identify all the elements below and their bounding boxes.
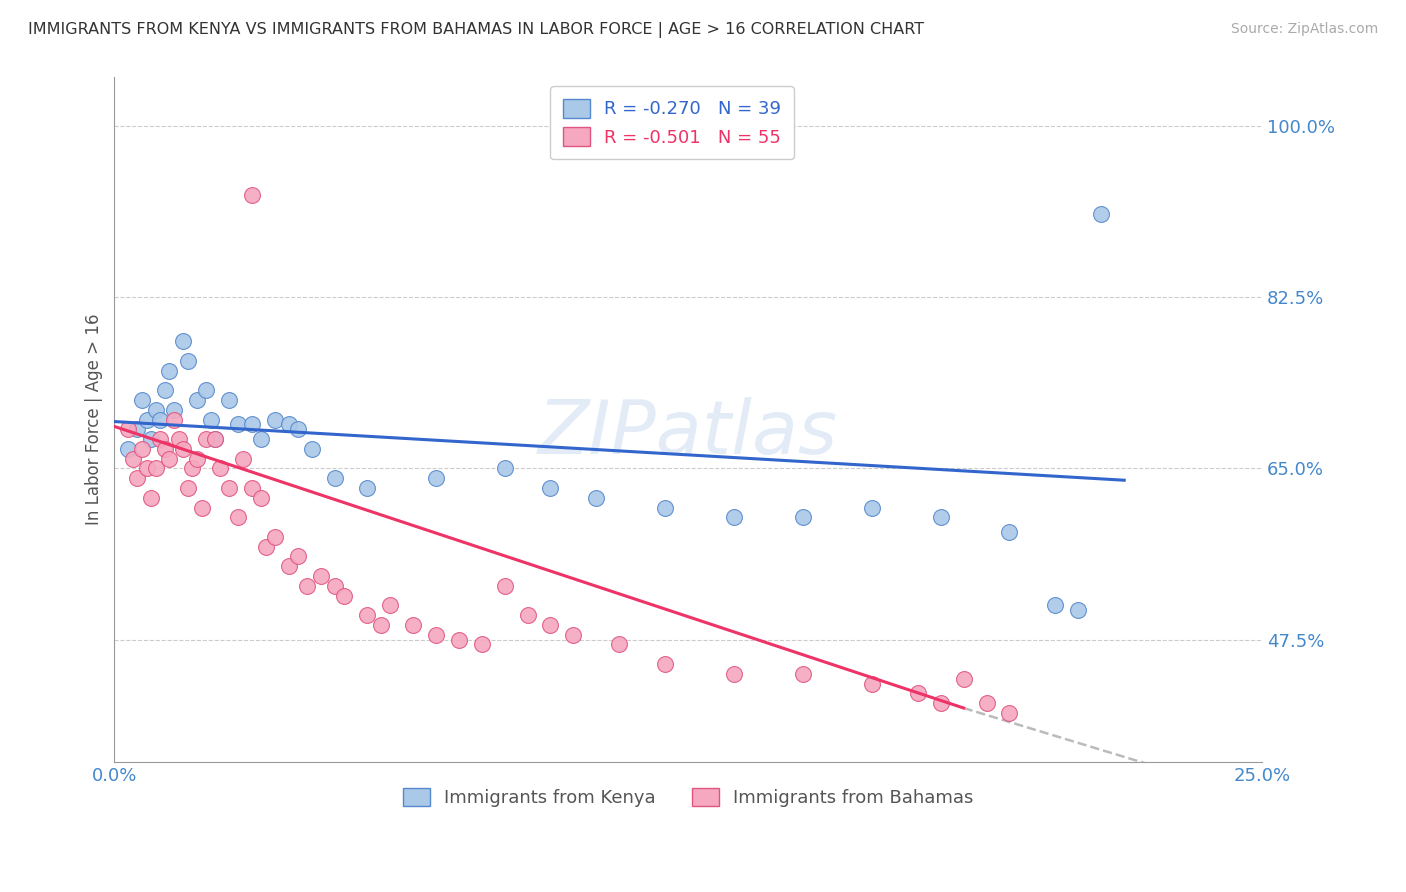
Point (723, 510, 745, 524)
Point (860, 500, 883, 515)
Point (929, 696, 952, 710)
Point (127, 422, 149, 436)
Point (402, 618, 425, 632)
Point (287, 549, 309, 564)
Point (163, 412, 186, 426)
Point (240, 417, 263, 432)
Point (792, 510, 814, 524)
Point (494, 461, 516, 475)
Point (240, 187, 263, 202)
Point (186, 392, 208, 407)
Point (250, 432, 273, 446)
Text: Source: ZipAtlas.com: Source: ZipAtlas.com (1230, 22, 1378, 37)
Point (998, 706, 1021, 720)
Point (254, 540, 277, 554)
Point (323, 471, 346, 485)
Point (540, 618, 562, 632)
Point (952, 672, 974, 686)
Point (177, 481, 200, 495)
Point (723, 666, 745, 681)
Point (159, 451, 181, 466)
Point (181, 461, 204, 475)
Point (153, 442, 176, 456)
Point (195, 432, 218, 446)
Point (159, 364, 181, 378)
Point (250, 491, 273, 505)
Point (264, 530, 287, 544)
Point (516, 608, 538, 623)
Point (232, 451, 254, 466)
Point (277, 417, 299, 432)
Point (1067, 603, 1090, 617)
Point (208, 461, 231, 475)
Point (540, 481, 562, 495)
Point (654, 500, 676, 515)
Point (145, 461, 167, 475)
Point (167, 432, 190, 446)
Point (998, 524, 1021, 539)
Point (228, 510, 250, 524)
Point (195, 384, 218, 398)
Point (1090, 207, 1112, 221)
Point (309, 569, 332, 583)
Point (356, 481, 378, 495)
Point (163, 402, 186, 417)
Point (471, 637, 494, 651)
Point (447, 632, 470, 647)
Point (204, 432, 226, 446)
Point (135, 412, 157, 426)
Point (301, 442, 323, 456)
Point (494, 579, 516, 593)
Point (117, 422, 139, 436)
Point (907, 686, 929, 700)
Point (976, 696, 998, 710)
Legend: Immigrants from Kenya, Immigrants from Bahamas: Immigrants from Kenya, Immigrants from B… (395, 780, 981, 814)
Point (585, 491, 607, 505)
Point (860, 676, 883, 690)
Point (149, 412, 172, 426)
Point (172, 334, 194, 349)
Point (117, 442, 139, 456)
Point (654, 657, 676, 671)
Point (1045, 599, 1067, 613)
Point (127, 471, 149, 485)
Point (172, 442, 194, 456)
Point (200, 412, 222, 426)
Point (204, 432, 226, 446)
Point (323, 579, 346, 593)
Point (139, 491, 162, 505)
Point (356, 608, 378, 623)
Point (139, 432, 162, 446)
Point (190, 500, 212, 515)
Point (218, 392, 240, 407)
Point (295, 579, 318, 593)
Point (370, 618, 392, 632)
Point (145, 402, 167, 417)
Point (240, 481, 263, 495)
Point (186, 451, 208, 466)
Point (121, 451, 143, 466)
Point (607, 637, 630, 651)
Point (425, 628, 447, 642)
Point (277, 559, 299, 574)
Text: IMMIGRANTS FROM KENYA VS IMMIGRANTS FROM BAHAMAS IN LABOR FORCE | AGE > 16 CORRE: IMMIGRANTS FROM KENYA VS IMMIGRANTS FROM… (28, 22, 924, 38)
Point (228, 417, 250, 432)
Point (378, 599, 401, 613)
Point (135, 461, 157, 475)
Point (929, 510, 952, 524)
Point (218, 481, 240, 495)
Point (177, 354, 200, 368)
Point (333, 589, 356, 603)
Point (425, 471, 447, 485)
Point (792, 666, 814, 681)
Point (562, 628, 585, 642)
Point (153, 384, 176, 398)
Point (287, 422, 309, 436)
Point (131, 442, 153, 456)
Point (264, 412, 287, 426)
Point (131, 392, 153, 407)
Y-axis label: In Labor Force | Age > 16: In Labor Force | Age > 16 (86, 314, 103, 525)
Point (149, 432, 172, 446)
Text: ZIPatlas: ZIPatlas (538, 397, 838, 469)
